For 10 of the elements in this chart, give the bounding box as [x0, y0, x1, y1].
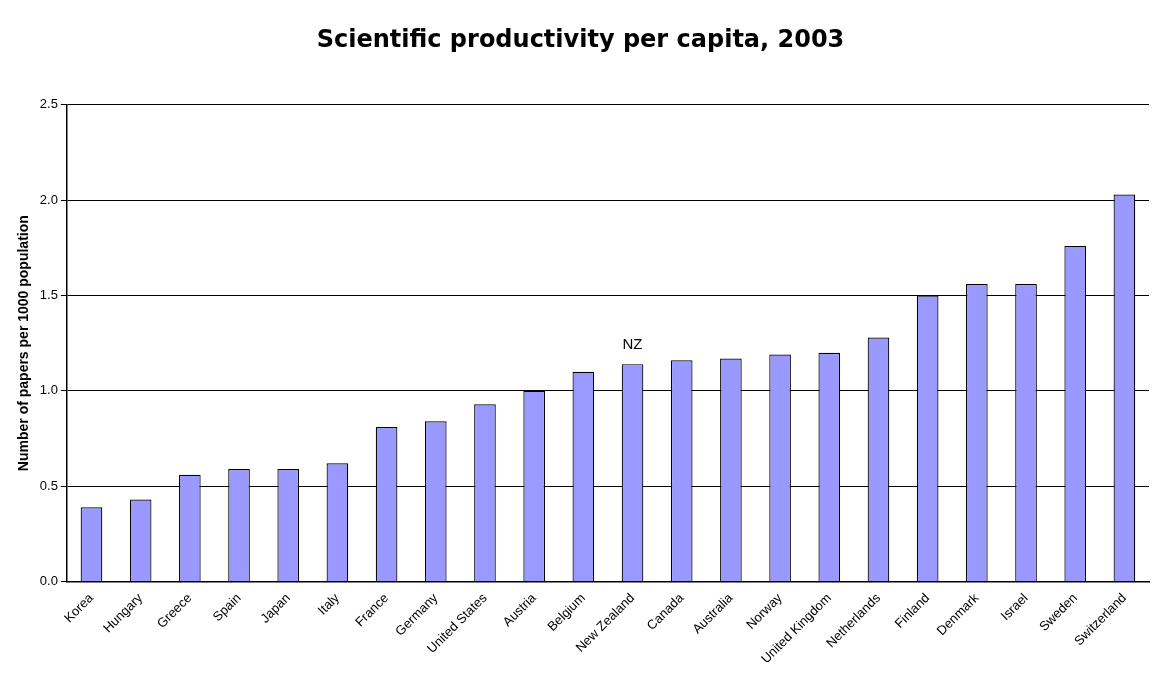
y-tick-label: 1.0 — [39, 382, 58, 398]
chart-title: Scientific productivity per capita, 2003 — [316, 24, 845, 53]
y-tick-label: 2.0 — [39, 191, 58, 207]
x-tick-label: Italy — [314, 589, 343, 618]
y-tick-label: 1.5 — [39, 287, 58, 303]
y-tick-label: 0.5 — [39, 477, 58, 493]
y-tick-label: 0.0 — [39, 573, 58, 589]
y-axis-title: Number of papers per 1000 population — [15, 215, 32, 472]
y-tick-label: 2.5 — [39, 96, 58, 112]
annotation: NZ — [622, 334, 643, 352]
